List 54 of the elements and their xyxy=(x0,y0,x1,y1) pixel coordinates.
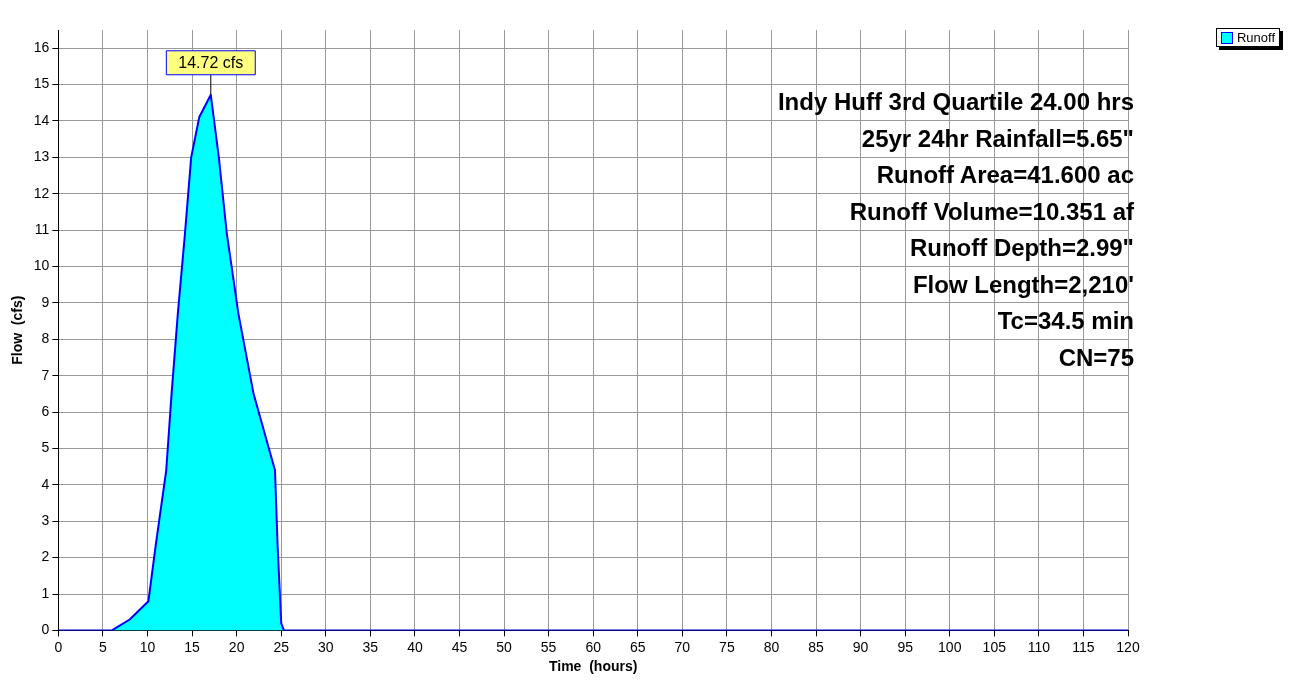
x-tick-label: 105 xyxy=(982,638,1007,655)
annotation: Indy Huff 3rd Quartile 24.00 hrs xyxy=(777,87,1134,117)
x-tick-label: 35 xyxy=(362,638,379,655)
annotation: Runoff Depth=2.99" xyxy=(908,233,1134,263)
y-tick-label: 4 xyxy=(41,475,50,492)
x-tick-label: 20 xyxy=(228,638,245,655)
annotation: Tc=34.5 min xyxy=(996,306,1134,336)
x-tick-label: 10 xyxy=(139,638,156,655)
x-tick-label: 110 xyxy=(1027,638,1051,655)
x-tick-label: 85 xyxy=(808,638,825,655)
x-tick-label: 45 xyxy=(451,638,468,655)
x-tick-label: 55 xyxy=(540,638,557,655)
x-tick-label: 75 xyxy=(719,638,735,655)
x-tick-label: 95 xyxy=(897,638,914,655)
x-axis-title: Time (hours) xyxy=(548,658,638,675)
x-tick-label: 65 xyxy=(629,638,646,655)
y-tick-label: 12 xyxy=(33,184,50,201)
x-tick-label: 5 xyxy=(99,638,108,655)
annotation: 14.72 cfs xyxy=(178,54,244,72)
y-tick-label: 11 xyxy=(34,220,50,237)
x-tick-label: 30 xyxy=(317,638,334,655)
x-tick-label: 40 xyxy=(407,638,423,655)
y-tick-label: 5 xyxy=(41,439,50,456)
annotation: Flow Length=2,210' xyxy=(911,269,1134,300)
x-tick-label: 60 xyxy=(585,638,602,655)
y-tick-label: 9 xyxy=(41,293,50,310)
x-tick-label: 15 xyxy=(184,638,201,655)
y-tick-label: 13 xyxy=(33,148,50,165)
x-tick-label: 100 xyxy=(938,638,962,655)
y-tick-label: 16 xyxy=(33,39,50,56)
legend-label: Runoff xyxy=(1236,30,1275,45)
annotation: CN=75 xyxy=(1057,342,1134,373)
y-tick-label: 6 xyxy=(41,402,50,419)
x-tick-label: 70 xyxy=(674,638,691,655)
annotation: 25yr 24hr Rainfall=5.65" xyxy=(860,123,1134,154)
annotation: Runoff Volume=10.351 af xyxy=(848,196,1134,227)
x-tick-label: 90 xyxy=(852,638,869,655)
y-tick-label: 10 xyxy=(33,257,50,274)
y-axis-title: Flow (cfs) xyxy=(9,295,26,365)
y-tick-label: 2 xyxy=(41,548,50,565)
annotation: Runoff Area=41.600 ac xyxy=(875,160,1134,190)
y-tick-label: 0 xyxy=(41,621,50,638)
y-tick-label: 3 xyxy=(41,512,50,529)
y-tick-label: 14 xyxy=(33,111,50,128)
x-tick-label: 80 xyxy=(763,638,780,655)
x-tick-label: 50 xyxy=(496,638,513,655)
x-tick-label: 115 xyxy=(1072,638,1095,655)
x-tick-label: 25 xyxy=(273,638,290,655)
x-tick-label: 120 xyxy=(1116,638,1140,655)
y-tick-label: 7 xyxy=(41,366,50,383)
y-tick-label: 8 xyxy=(41,330,50,347)
y-tick-label: 1 xyxy=(41,584,50,601)
x-tick-label: 0 xyxy=(54,638,63,655)
y-tick-label: 15 xyxy=(33,75,50,92)
